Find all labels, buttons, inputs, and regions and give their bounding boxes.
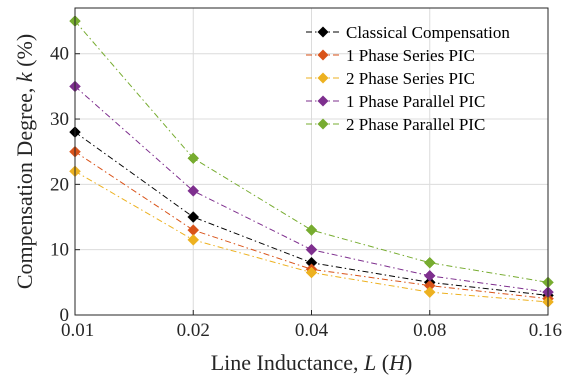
data-point [305, 243, 318, 256]
series-line [74, 86, 549, 293]
y-tick-label: 40 [50, 44, 69, 65]
x-tick-label: 0.02 [177, 320, 210, 341]
series-layer [69, 15, 554, 308]
data-point [187, 234, 200, 246]
data-point [187, 185, 200, 197]
legend-label: Classical Compensation [346, 23, 510, 42]
legend-label: 2 Phase Parallel PIC [346, 115, 485, 134]
x-axis-title: Line Inductance, L (H) [211, 350, 413, 375]
data-point [423, 256, 436, 269]
x-axis-title-variable: L [363, 350, 376, 375]
legend-item: Classical Compensation [306, 23, 510, 42]
data-point [305, 266, 318, 279]
y-tick-label: 10 [50, 240, 69, 261]
legend-marker [317, 95, 329, 107]
legend: Classical Compensation 1 Phase Series PIC… [306, 23, 510, 134]
series-4 [69, 80, 554, 298]
legend-item: 2 Phase Series PIC [306, 69, 475, 88]
data-point [423, 269, 436, 282]
data-point [187, 211, 200, 223]
y-tick-labels: 0 10 20 30 40 [50, 44, 69, 326]
series-line [74, 20, 549, 283]
legend-marker [317, 118, 329, 130]
data-point [187, 224, 200, 236]
series-3 [69, 165, 554, 308]
data-point [187, 152, 200, 165]
x-axis-title-text: Line Inductance, [211, 350, 364, 375]
legend-marker [317, 72, 329, 84]
x-axis-title-unit: H [388, 350, 406, 375]
y-axis-title: Compensation Degree, k (%) [12, 34, 37, 289]
data-point [423, 286, 436, 298]
x-tick-label: 0.04 [295, 320, 329, 341]
y-tick-label: 20 [50, 174, 69, 195]
legend-item: 2 Phase Parallel PIC [306, 115, 485, 134]
legend-label: 1 Phase Series PIC [346, 46, 475, 65]
x-tick-labels: 0.01 0.02 0.04 0.08 0.16 [61, 320, 562, 341]
y-axis-title-variable: k [12, 71, 37, 82]
legend-item: 1 Phase Series PIC [306, 46, 475, 65]
x-tick-label: 0.01 [61, 320, 94, 341]
legend-marker [317, 49, 329, 61]
y-tick-label: 30 [50, 109, 69, 130]
x-tick-label: 0.16 [529, 320, 562, 341]
y-tick-label: 0 [60, 305, 70, 326]
x-axis-title-open: ( [376, 350, 389, 375]
y-axis-title-text: Compensation Degree, [12, 82, 37, 289]
legend-marker [317, 26, 329, 38]
legend-label: 1 Phase Parallel PIC [346, 92, 485, 111]
x-tick-label: 0.08 [413, 320, 446, 341]
legend-label: 2 Phase Series PIC [346, 69, 475, 88]
axis-ticks [74, 53, 549, 316]
legend-item: 1 Phase Parallel PIC [306, 92, 485, 111]
data-point [305, 224, 318, 236]
y-axis-title-unit: (%) [12, 34, 37, 72]
x-axis-title-close: ) [405, 350, 412, 375]
